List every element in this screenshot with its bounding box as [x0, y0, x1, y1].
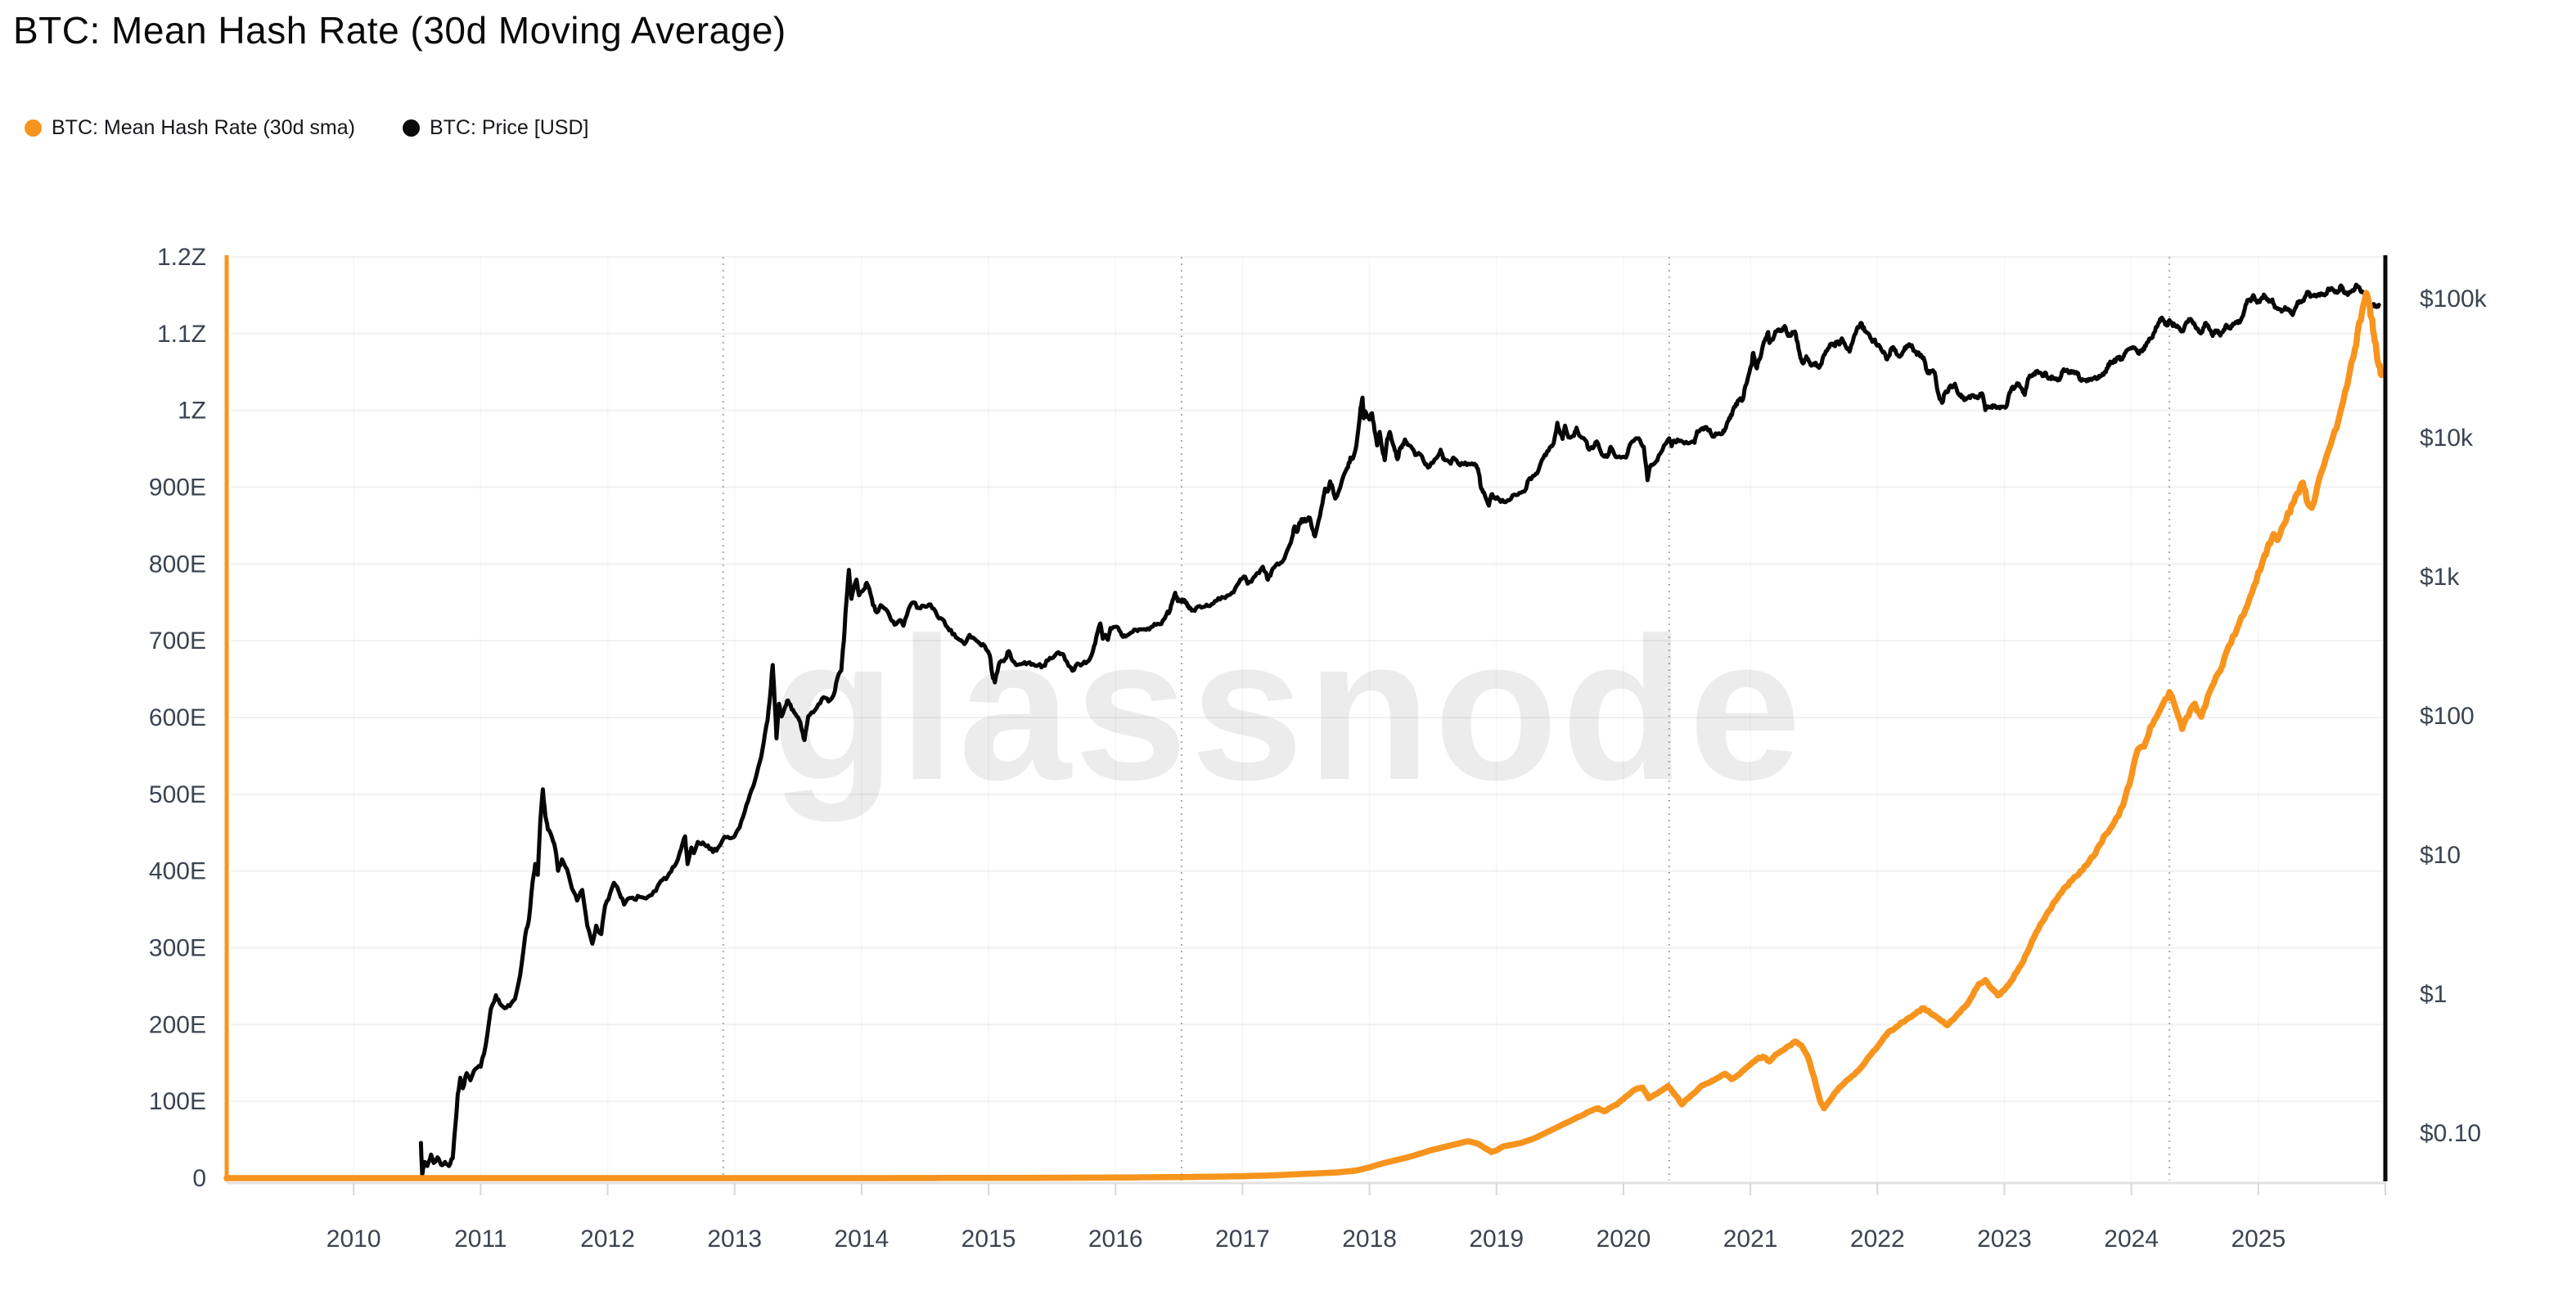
chart-title: BTC: Mean Hash Rate (30d Moving Average)	[13, 9, 786, 52]
legend-label-price: BTC: Price [USD]	[429, 116, 589, 139]
hash-rate-line	[223, 290, 2385, 1181]
legend-dot-black-icon	[402, 119, 420, 137]
x-tick-label: 2023	[1977, 1226, 2032, 1253]
right-tick-label: $1	[2420, 981, 2447, 1008]
x-tick-label: 2025	[2231, 1226, 2286, 1253]
x-tick-label: 2016	[1088, 1226, 1143, 1253]
left-tick-label: 100E	[149, 1088, 206, 1115]
legend-item-price[interactable]: BTC: Price [USD]	[402, 116, 589, 140]
left-tick-label: 1.2Z	[157, 244, 206, 271]
left-tick-label: 900E	[149, 475, 206, 502]
x-tick-label: 2014	[835, 1226, 889, 1253]
x-tick-label: 2013	[707, 1226, 762, 1253]
x-tick-label: 2020	[1596, 1226, 1651, 1253]
x-tick-label: 2012	[580, 1226, 635, 1253]
x-tick-label: 2017	[1215, 1226, 1270, 1253]
legend-dot-orange-icon	[25, 119, 42, 137]
x-tick-label: 2024	[2104, 1226, 2159, 1253]
left-tick-label: 500E	[149, 781, 206, 808]
left-tick-label: 0	[192, 1165, 206, 1192]
x-tick-label: 2019	[1469, 1226, 1524, 1253]
left-tick-label: 600E	[149, 704, 206, 731]
glassnode-watermark: glassnode	[772, 595, 1805, 822]
price-line	[418, 282, 2381, 1177]
right-tick-label: $1k	[2420, 564, 2460, 591]
right-tick-label: $0.10	[2420, 1120, 2481, 1147]
left-tick-label: 400E	[149, 858, 206, 885]
right-tick-label: $10k	[2420, 425, 2474, 452]
x-tick-label: 2021	[1723, 1226, 1778, 1253]
left-tick-label: 300E	[149, 935, 206, 962]
x-tick-label: 2015	[961, 1226, 1016, 1253]
left-tick-label: 700E	[149, 628, 206, 654]
left-tick-label: 1Z	[178, 398, 206, 425]
left-tick-label: 800E	[149, 551, 206, 578]
x-tick-label: 2011	[454, 1226, 507, 1253]
x-tick-label: 2010	[327, 1226, 381, 1253]
chart-legend: BTC: Mean Hash Rate (30d sma) BTC: Price…	[25, 116, 588, 140]
left-tick-label: 1.1Z	[157, 321, 206, 348]
x-tick-label: 2022	[1850, 1226, 1905, 1253]
right-tick-label: $100k	[2420, 286, 2488, 313]
left-tick-label: 200E	[149, 1011, 206, 1038]
x-tick-label: 2018	[1342, 1226, 1397, 1253]
legend-label-hash-rate: BTC: Mean Hash Rate (30d sma)	[52, 116, 355, 139]
right-tick-label: $10	[2420, 842, 2461, 869]
right-tick-label: $100	[2420, 703, 2475, 730]
legend-item-hash-rate[interactable]: BTC: Mean Hash Rate (30d sma)	[25, 116, 355, 140]
